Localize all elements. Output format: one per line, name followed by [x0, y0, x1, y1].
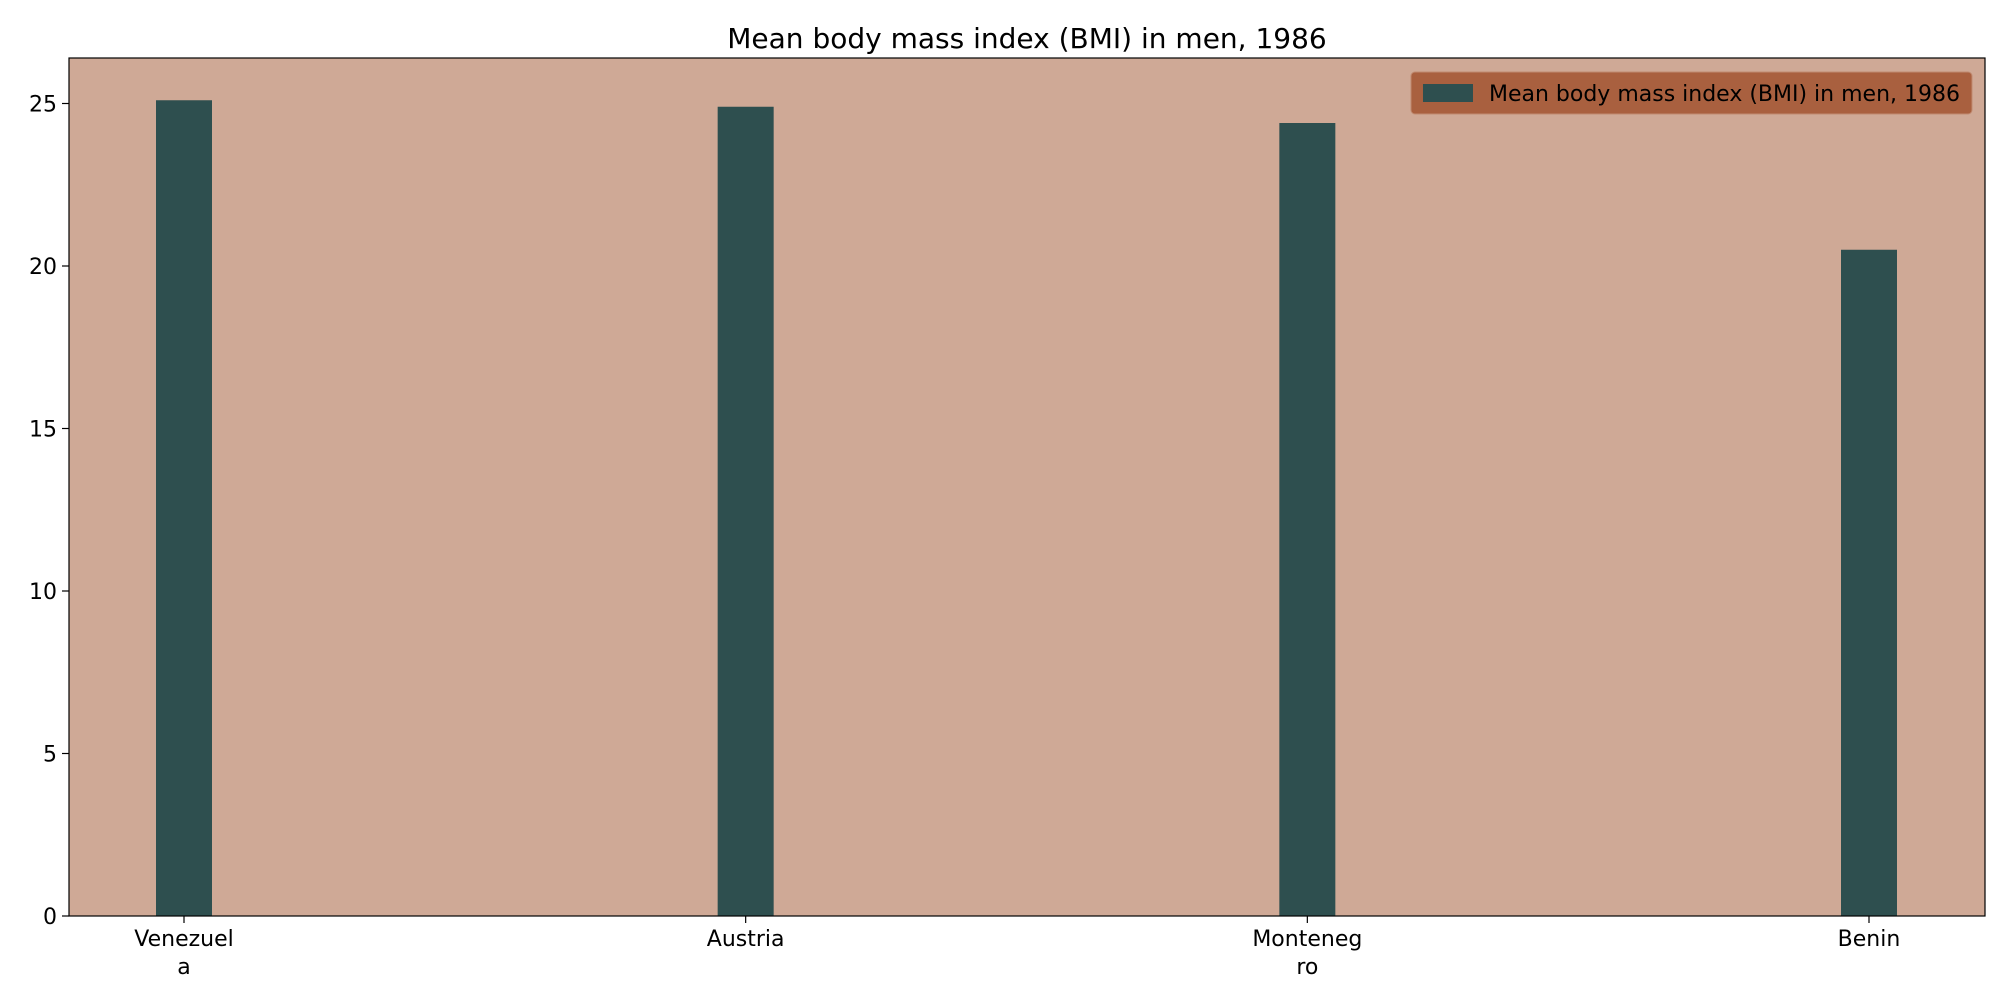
x-tick-label: Austria [707, 927, 785, 952]
x-tick-label: Venezuel a [134, 927, 234, 980]
y-tick-label: 5 [43, 743, 57, 768]
y-axis: 0 5 10 15 20 25 [29, 93, 69, 930]
bars-group [156, 100, 1897, 916]
y-tick-label: 10 [29, 580, 57, 605]
legend-label: Mean body mass index (BMI) in men, 1986 [1489, 82, 1960, 107]
legend-swatch [1422, 84, 1473, 102]
plot-frame [68, 57, 1986, 917]
legend-box [1410, 71, 1973, 115]
y-tick-label: 20 [29, 255, 57, 280]
y-tick-label: 0 [43, 905, 57, 930]
x-tick-label: Monteneg ro [1252, 927, 1362, 980]
legend: Mean body mass index (BMI) in men, 1986 [1410, 71, 1973, 115]
y-tick-label: 15 [29, 418, 57, 443]
bar-benin [1841, 249, 1897, 916]
plot-area [69, 58, 1985, 916]
bar-venezuela [156, 100, 212, 916]
x-tick-label: Benin [1838, 927, 1901, 952]
bar-austria [717, 106, 774, 916]
x-axis: Venezuel a Austria Monteneg ro Benin [134, 916, 1900, 980]
chart-title: Mean body mass index (BMI) in men, 1986 [727, 22, 1326, 55]
y-tick-label: 25 [29, 93, 57, 118]
bar-montenegro [1279, 123, 1336, 916]
